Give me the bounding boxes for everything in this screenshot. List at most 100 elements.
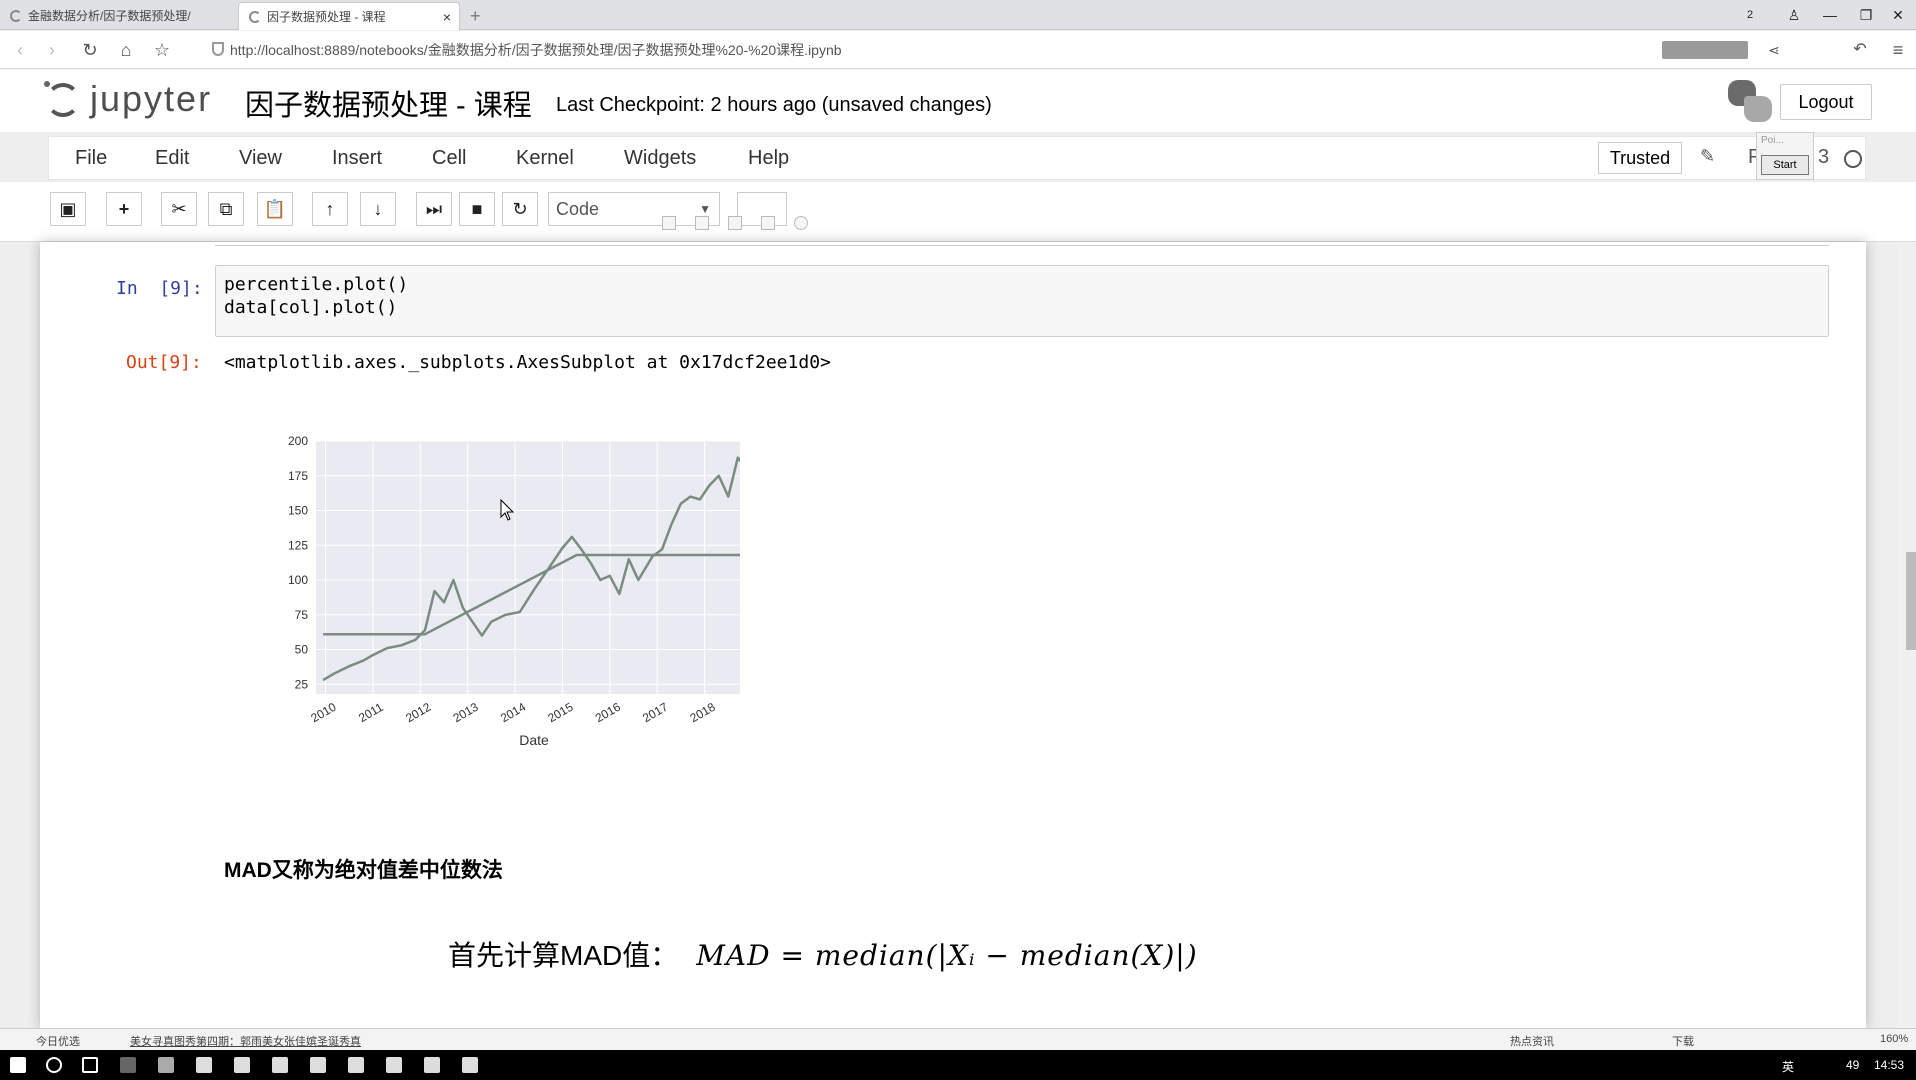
close-window-button[interactable]: ✕ xyxy=(1892,7,1904,23)
app-icon-8[interactable] xyxy=(462,1057,478,1073)
arrow-down-icon[interactable]: ↓ xyxy=(360,192,396,226)
minimize-button[interactable]: — xyxy=(1823,7,1837,23)
menu-cell[interactable]: Cell xyxy=(432,147,467,169)
hot-news-link[interactable]: 热点资讯 xyxy=(1510,1036,1554,1048)
plus-icon[interactable]: + xyxy=(106,192,142,226)
mini-settings-icon[interactable] xyxy=(794,216,808,230)
arrow-up-icon[interactable]: ↑ xyxy=(312,192,348,226)
x-axis-ticks: 2010 2011 2012 2013 2014 2015 2016 2017 2018 xyxy=(308,700,718,726)
mini-save-icon[interactable] xyxy=(728,216,742,230)
kernel-idle-indicator-icon xyxy=(1844,150,1862,168)
scrollbar-thumb[interactable] xyxy=(1906,552,1916,650)
chart-grid xyxy=(316,440,740,694)
chevron-down-icon: ▼ xyxy=(699,202,711,216)
shirt-icon[interactable]: ♙ xyxy=(1787,7,1801,23)
menu-bar: File Edit View Insert Cell Kernel Widget… xyxy=(48,136,1866,180)
logout-button[interactable]: Logout xyxy=(1780,84,1872,120)
menu-edit[interactable]: Edit xyxy=(155,147,190,169)
browser-statusbar: 今日优选 美女寻真图秀第四期：郭雨美女张佳嫔圣诞秀真 热点资讯 下载 160% xyxy=(0,1028,1916,1050)
plot-area xyxy=(316,441,740,694)
x-tick-label: 2015 xyxy=(545,700,575,726)
notebook-page: In [9]: percentile.plot() data[col].plot… xyxy=(40,242,1866,1028)
notification-count[interactable]: 49 xyxy=(1846,1058,1860,1072)
mini-expand-icon[interactable] xyxy=(695,216,709,230)
trusted-badge[interactable]: Trusted xyxy=(1598,142,1682,174)
start-button[interactable]: Start xyxy=(1761,155,1809,175)
paste-icon[interactable]: 📋 xyxy=(257,192,293,226)
undo-icon[interactable]: ↶ xyxy=(1853,41,1867,58)
task-view-icon[interactable] xyxy=(82,1057,98,1073)
app-icon-3[interactable] xyxy=(272,1057,288,1073)
jupyter-ring-icon xyxy=(44,81,80,117)
menu-insert[interactable]: Insert xyxy=(332,147,383,169)
folder-icon[interactable] xyxy=(158,1057,174,1073)
checkpoint-status: Last Checkpoint: 2 hours ago (unsaved ch… xyxy=(556,94,992,116)
chart-series xyxy=(322,456,740,682)
menu-widgets[interactable]: Widgets xyxy=(624,147,697,169)
menu-kernel[interactable]: Kernel xyxy=(516,147,574,169)
url-field[interactable]: http://localhost:8889/notebooks/金融数据分析/因… xyxy=(230,42,842,58)
menu-view[interactable]: View xyxy=(239,147,282,169)
series-line-2 xyxy=(323,553,740,636)
x-tick-label: 2010 xyxy=(308,700,338,726)
menu-file[interactable]: File xyxy=(75,147,108,169)
cell-type-value: Code xyxy=(556,199,600,219)
browser-tab-label: 金融数据分析/因子数据预处理/ xyxy=(28,9,191,23)
tab-close-icon[interactable]: × xyxy=(442,9,451,25)
today-picks[interactable]: 今日优选 xyxy=(36,1036,80,1048)
menu-help[interactable]: Help xyxy=(748,147,790,169)
browser-tab-1[interactable]: 金融数据分析/因子数据预处理/ xyxy=(0,2,235,30)
tab-count-badge[interactable]: 2 xyxy=(1746,9,1754,21)
extension-icon[interactable] xyxy=(1662,41,1748,59)
browser-tab-2[interactable]: 因子数据预处理 - 课程 × xyxy=(238,2,460,30)
cell-type-select[interactable]: Code ▼ xyxy=(548,192,720,226)
ime-indicator[interactable]: 英 xyxy=(1782,1060,1795,1074)
x-tick-label: 2017 xyxy=(640,700,670,726)
new-tab-button[interactable]: + xyxy=(470,6,481,26)
news-ticker[interactable]: 美女寻真图秀第四期：郭雨美女张佳嫔圣诞秀真 xyxy=(130,1036,361,1048)
jupyter-logo[interactable]: jupyter xyxy=(44,78,216,122)
x-tick-label: 2013 xyxy=(451,700,481,726)
y-tick-label: 50 xyxy=(295,643,309,657)
maximize-button[interactable]: ❐ xyxy=(1859,7,1873,23)
formula-label: 首先计算MAD值： xyxy=(448,940,679,971)
star-icon[interactable]: ☆ xyxy=(153,40,171,60)
y-tick-label: 75 xyxy=(295,608,309,622)
browser-taskbar-icon[interactable] xyxy=(120,1057,136,1073)
app-icon-7[interactable] xyxy=(424,1057,440,1073)
mini-export-icon[interactable] xyxy=(761,216,775,230)
code-cell[interactable]: percentile.plot() data[col].plot() xyxy=(215,265,1829,337)
app-icon-5[interactable] xyxy=(348,1057,364,1073)
download-link[interactable]: 下载 xyxy=(1672,1036,1694,1048)
code-line-1: percentile.plot() xyxy=(224,274,409,295)
back-icon[interactable]: ‹ xyxy=(17,40,23,60)
windows-start-icon[interactable] xyxy=(10,1057,26,1073)
y-tick-label: 25 xyxy=(295,677,309,691)
app-icon-2[interactable] xyxy=(234,1057,250,1073)
app-icon-1[interactable] xyxy=(196,1057,212,1073)
y-axis-ticks: 25 50 75 100 125 150 175 200 xyxy=(288,434,308,691)
share-icon[interactable]: ⋖ xyxy=(1768,42,1780,58)
stop-icon[interactable]: ■ xyxy=(459,192,495,226)
forward-icon[interactable]: › xyxy=(49,40,55,60)
cut-icon[interactable]: ✂ xyxy=(161,192,197,226)
app-icon-6[interactable] xyxy=(386,1057,402,1073)
search-icon[interactable] xyxy=(46,1057,62,1073)
x-axis-label: Date xyxy=(519,732,549,748)
notebook-title[interactable]: 因子数据预处理 - 课程 xyxy=(245,90,532,122)
pencil-icon[interactable]: ✎ xyxy=(1700,146,1716,166)
zoom-level[interactable]: 160% xyxy=(1880,1033,1909,1045)
y-tick-label: 150 xyxy=(288,504,308,518)
mini-copy-icon[interactable] xyxy=(662,216,676,230)
clock[interactable]: 14:53 xyxy=(1874,1058,1905,1072)
app-icon-4[interactable] xyxy=(310,1057,326,1073)
save-icon[interactable]: ▣ xyxy=(50,192,86,226)
recording-popup: Poi... Start xyxy=(1756,132,1814,180)
copy-icon[interactable]: ⧉ xyxy=(208,192,244,226)
run-icon[interactable]: ⏭ xyxy=(416,192,452,226)
restart-icon[interactable]: ↻ xyxy=(502,192,538,226)
reload-icon[interactable]: ↻ xyxy=(82,40,98,60)
home-icon[interactable]: ⌂ xyxy=(120,40,132,60)
menu-icon[interactable]: ≡ xyxy=(1892,40,1904,60)
